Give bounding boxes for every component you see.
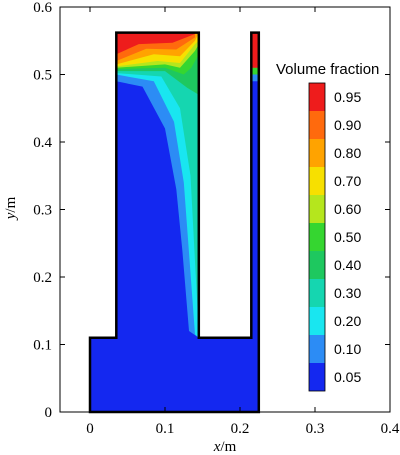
legend-swatch	[309, 223, 325, 251]
legend-label: 0.60	[334, 201, 361, 217]
y-tick-label: 0	[45, 405, 53, 421]
y-tick-label: 0.3	[33, 203, 52, 219]
x-axis-tick-labels: 0 0.1 0.2 0.3 0.4	[86, 421, 400, 437]
y-tick-label: 0.5	[33, 68, 52, 84]
volume-fraction-legend: Volume fraction 0.95 0.90 0.80 0.70 0.60 0.50…	[276, 61, 379, 392]
legend-swatch	[309, 111, 325, 139]
x-tick-label: 0.2	[231, 421, 250, 437]
legend-swatch	[309, 139, 325, 167]
x-axis-title: x/m	[213, 439, 237, 455]
legend-swatch	[309, 195, 325, 223]
contour-regions	[90, 32, 259, 412]
y-tick-label: 0.2	[33, 270, 52, 286]
contour-region-0_95-10	[116, 32, 195, 55]
x-tick-label: 0	[86, 421, 94, 437]
legend-swatch	[309, 83, 325, 111]
y-tick-label: 0.6	[33, 0, 52, 16]
y-tick-label: 0.4	[33, 135, 52, 151]
x-tick-label: 0.4	[381, 421, 400, 437]
legend-label: 0.30	[334, 285, 361, 301]
legend-swatch	[309, 335, 325, 363]
legend-label: 0.95	[334, 89, 361, 105]
legend-title: Volume fraction	[276, 61, 379, 78]
x-tick-label: 0.1	[156, 421, 175, 437]
legend-swatch	[309, 279, 325, 307]
legend-bar-border	[308, 82, 326, 392]
legend-items: 0.95 0.90 0.80 0.70 0.60 0.50 0.40 0.30 0.20 0.10…	[308, 82, 361, 392]
y-tick-label: 0.1	[33, 338, 52, 354]
axis-ticks	[60, 6, 391, 413]
contour-region-0_95-13	[251, 32, 259, 68]
contour-region-0_05-0	[90, 32, 259, 412]
legend-label: 0.70	[334, 173, 361, 189]
legend-swatch	[309, 363, 325, 391]
legend-swatch	[309, 307, 325, 335]
legend-label: 0.90	[334, 117, 361, 133]
legend-label: 0.80	[334, 145, 361, 161]
legend-label: 0.50	[334, 229, 361, 245]
legend-swatch	[309, 251, 325, 279]
legend-swatch	[309, 167, 325, 195]
contour-region-0_2-2	[116, 32, 199, 338]
y-axis-title: y/m	[3, 196, 19, 221]
domain-outline	[88, 31, 261, 414]
legend-label: 0.05	[334, 369, 361, 385]
legend-label: 0.10	[334, 341, 361, 357]
legend-label: 0.40	[334, 257, 361, 273]
x-tick-label: 0.3	[306, 421, 325, 437]
y-axis-tick-labels: 0 0.1 0.2 0.3 0.4 0.5 0.6	[33, 0, 52, 421]
legend-label: 0.20	[334, 313, 361, 329]
